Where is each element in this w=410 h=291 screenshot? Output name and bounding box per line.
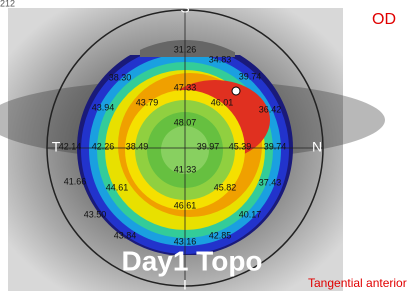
keratometry-reading: 40.17 <box>239 209 262 219</box>
keratometry-reading: 43.16 <box>174 236 197 246</box>
keratometry-reading: 42.26 <box>92 141 115 151</box>
pupil-marker <box>232 87 240 95</box>
keratometry-reading: 46.01 <box>211 97 234 107</box>
keratometry-reading: 43.84 <box>114 230 137 240</box>
axis-label: I <box>183 277 187 291</box>
keratometry-reading: 42.85 <box>209 230 232 240</box>
keratometry-reading: 41.66 <box>64 176 87 186</box>
keratometry-reading: 42.14 <box>59 141 82 151</box>
keratometry-reading: 36.42 <box>259 104 282 114</box>
keratometry-reading: 48.07 <box>174 117 197 127</box>
keratometry-reading: 39.74 <box>264 141 287 151</box>
keratometry-reading: 45.39 <box>229 141 252 151</box>
keratometry-reading: 31.26 <box>174 44 197 54</box>
keratometry-reading: 39.74 <box>239 71 262 81</box>
caption: Day1 Topo <box>121 245 262 276</box>
keratometry-reading: 47.33 <box>174 82 197 92</box>
eye-label: OD <box>372 11 396 28</box>
keratometry-reading: 39.97 <box>197 141 220 151</box>
keratometry-reading: 46.61 <box>174 200 197 210</box>
keratometry-reading: 41.33 <box>174 164 197 174</box>
keratometry-reading: 44.61 <box>106 182 129 192</box>
axis-label: N <box>312 139 322 155</box>
keratometry-reading: 38.49 <box>126 141 149 151</box>
keratometry-reading: 38.30 <box>109 72 132 82</box>
map-type-label: Tangential anterior <box>308 276 407 290</box>
keratometry-reading: 43.79 <box>136 97 159 107</box>
axis-label: S <box>180 0 189 16</box>
keratometry-reading: 45.82 <box>214 182 237 192</box>
index-label: 212 <box>0 0 15 8</box>
topography-screenshot: 212 OD S T N I Day1 Topo Tangential ante… <box>0 0 410 291</box>
keratometry-reading: 34.83 <box>209 54 232 64</box>
keratometry-reading: 37.43 <box>259 177 282 187</box>
keratometry-reading: 43.50 <box>84 209 107 219</box>
keratometry-reading: 43.94 <box>92 102 115 112</box>
